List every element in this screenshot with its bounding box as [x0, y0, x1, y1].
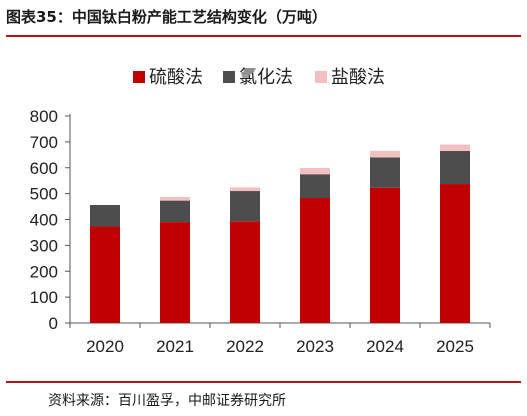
bar-2021-series-1 [160, 222, 190, 323]
y-tick-label-700: 700 [30, 133, 58, 152]
bar-2022-series-3 [230, 187, 260, 192]
bar-2025-series-2 [440, 150, 470, 185]
bar-2022-series-2 [230, 191, 260, 222]
bar-2022-series-1 [230, 221, 260, 323]
x-tick-label-2022: 2022 [226, 337, 264, 356]
bar-2024-series-1 [370, 187, 400, 323]
bar-2025-series-3 [440, 144, 470, 151]
bar-2025-series-1 [440, 184, 470, 323]
y-tick-label-0: 0 [49, 314, 58, 333]
footer-divider [6, 381, 521, 383]
legend-label-1: 硫酸法 [149, 67, 203, 88]
legend-swatch-3 [315, 71, 327, 83]
legend-swatch-1 [133, 71, 145, 83]
x-tick-label-2025: 2025 [436, 337, 474, 356]
bar-2023-series-2 [300, 174, 330, 199]
bar-2021-series-2 [160, 200, 190, 223]
y-tick-label-400: 400 [30, 211, 58, 230]
bar-2020-series-1 [90, 226, 120, 323]
x-tick-label-2024: 2024 [366, 337, 404, 356]
x-tick-label-2021: 2021 [156, 337, 194, 356]
title-divider [6, 35, 521, 37]
figure-title: 图表35：中国钛白粉产能工艺结构变化（万吨） [6, 8, 327, 26]
bar-2024-series-2 [370, 157, 400, 188]
bar-2023-series-3 [300, 168, 330, 175]
legend-label-2: 氯化法 [239, 67, 293, 88]
bar-2024-series-3 [370, 150, 400, 158]
stacked-bar-chart: 硫酸法 氯化法 盐酸法 0 100 200 300 400 500 600 700 800 2020 20… [30, 67, 491, 356]
y-tick-label-200: 200 [30, 262, 58, 281]
x-tick-label-2020: 2020 [86, 337, 124, 356]
legend-label-3: 盐酸法 [331, 67, 385, 88]
y-tick-label-100: 100 [30, 288, 58, 307]
source-note: 资料来源：百川盈孚，中邮证券研究所 [48, 393, 286, 409]
y-tick-label-500: 500 [30, 185, 58, 204]
bar-2020-series-2 [90, 205, 120, 227]
x-tick-label-2023: 2023 [296, 337, 334, 356]
bar-2023-series-1 [300, 198, 330, 323]
y-tick-label-800: 800 [30, 107, 58, 126]
legend-swatch-2 [223, 71, 235, 83]
y-tick-label-600: 600 [30, 159, 58, 178]
bar-2021-series-3 [160, 196, 190, 201]
y-tick-label-300: 300 [30, 236, 58, 255]
